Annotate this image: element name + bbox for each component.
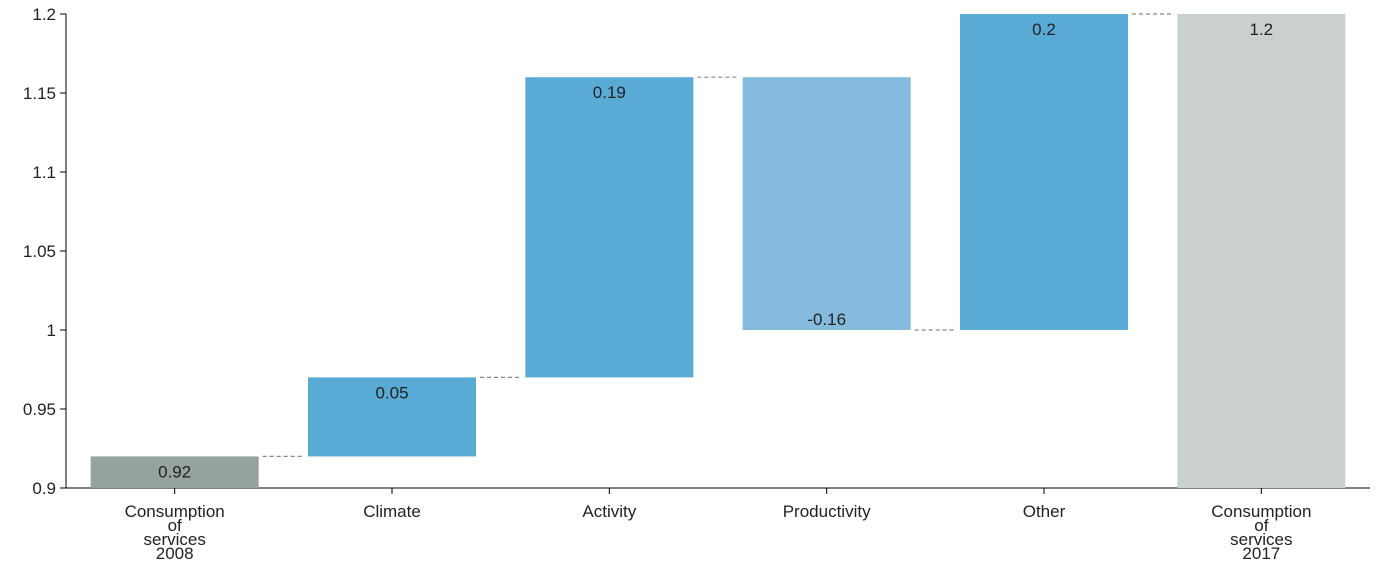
bar-1 (308, 377, 476, 457)
x-tick-label-line: 2008 (156, 544, 194, 563)
bar-3 (742, 77, 911, 330)
x-tick-label-line: Other (1023, 502, 1066, 521)
bar-0 (90, 456, 259, 488)
x-tick-label-line: services (1230, 530, 1292, 549)
x-tick-label-line: 2017 (1242, 544, 1280, 563)
x-tick-label: Activity (582, 502, 636, 521)
x-tick-label-line: Activity (582, 502, 636, 521)
y-tick-label: 0.95 (23, 400, 56, 419)
y-tick-label: 1.05 (23, 242, 56, 261)
x-tick-label-line: of (1254, 516, 1268, 535)
bar-value-label: 0.05 (375, 383, 408, 402)
y-axis: 0.9 0.95 1 1.05 1.1 1.15 1.2 (23, 5, 67, 498)
x-tick-label-line: services (143, 530, 205, 549)
x-tick-label-line: Climate (363, 502, 421, 521)
value-labels: 0.92 0.05 0.19 -0.16 0.2 1.2 (158, 20, 1273, 481)
y-tick-label: 1.15 (23, 84, 56, 103)
bar-value-label: 1.2 (1250, 20, 1274, 39)
x-tick-label: Consumption of services 2017 (1211, 502, 1311, 563)
x-tick-label: Other (1023, 502, 1066, 521)
bars (90, 14, 1346, 488)
bar-value-label: -0.16 (807, 310, 846, 329)
bar-value-label: 0.19 (593, 83, 626, 102)
x-tick-label: Productivity (783, 502, 871, 521)
x-tick-label: Climate (363, 502, 421, 521)
bar-value-label: 0.92 (158, 462, 191, 481)
bar-5 (1177, 14, 1346, 488)
bar-2 (525, 77, 694, 378)
x-tick-label-line: Consumption (1211, 502, 1311, 521)
x-tick-label-line: Productivity (783, 502, 871, 521)
bar-4 (960, 14, 1128, 330)
bar-value-label: 0.2 (1032, 20, 1056, 39)
y-tick-label: 1.2 (32, 5, 56, 24)
y-tick-label: 1.1 (32, 163, 56, 182)
x-tick-label: Consumption of services 2008 (125, 502, 225, 563)
x-tick-label-line: Consumption (125, 502, 225, 521)
y-tick-label: 0.9 (32, 479, 56, 498)
y-tick-label: 1 (47, 321, 56, 340)
x-tick-label-line: of (168, 516, 182, 535)
